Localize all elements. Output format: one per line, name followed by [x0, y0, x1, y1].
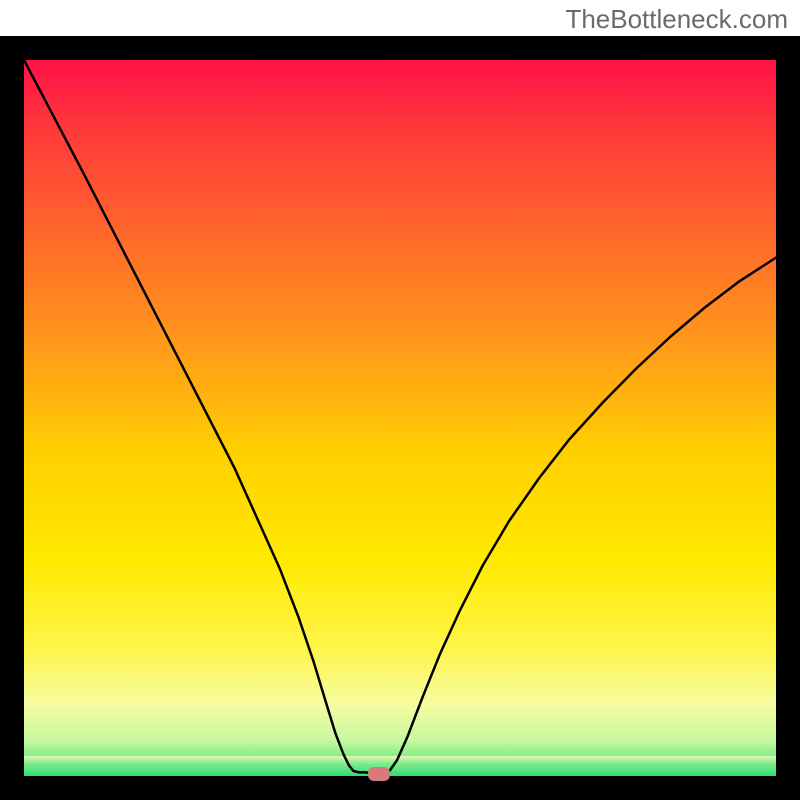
- watermark-text: TheBottleneck.com: [565, 4, 788, 35]
- optimum-marker: [368, 767, 390, 781]
- chart-canvas: TheBottleneck.com: [0, 0, 800, 800]
- plot-gradient-background: [24, 60, 776, 776]
- plot-green-band: [24, 756, 776, 776]
